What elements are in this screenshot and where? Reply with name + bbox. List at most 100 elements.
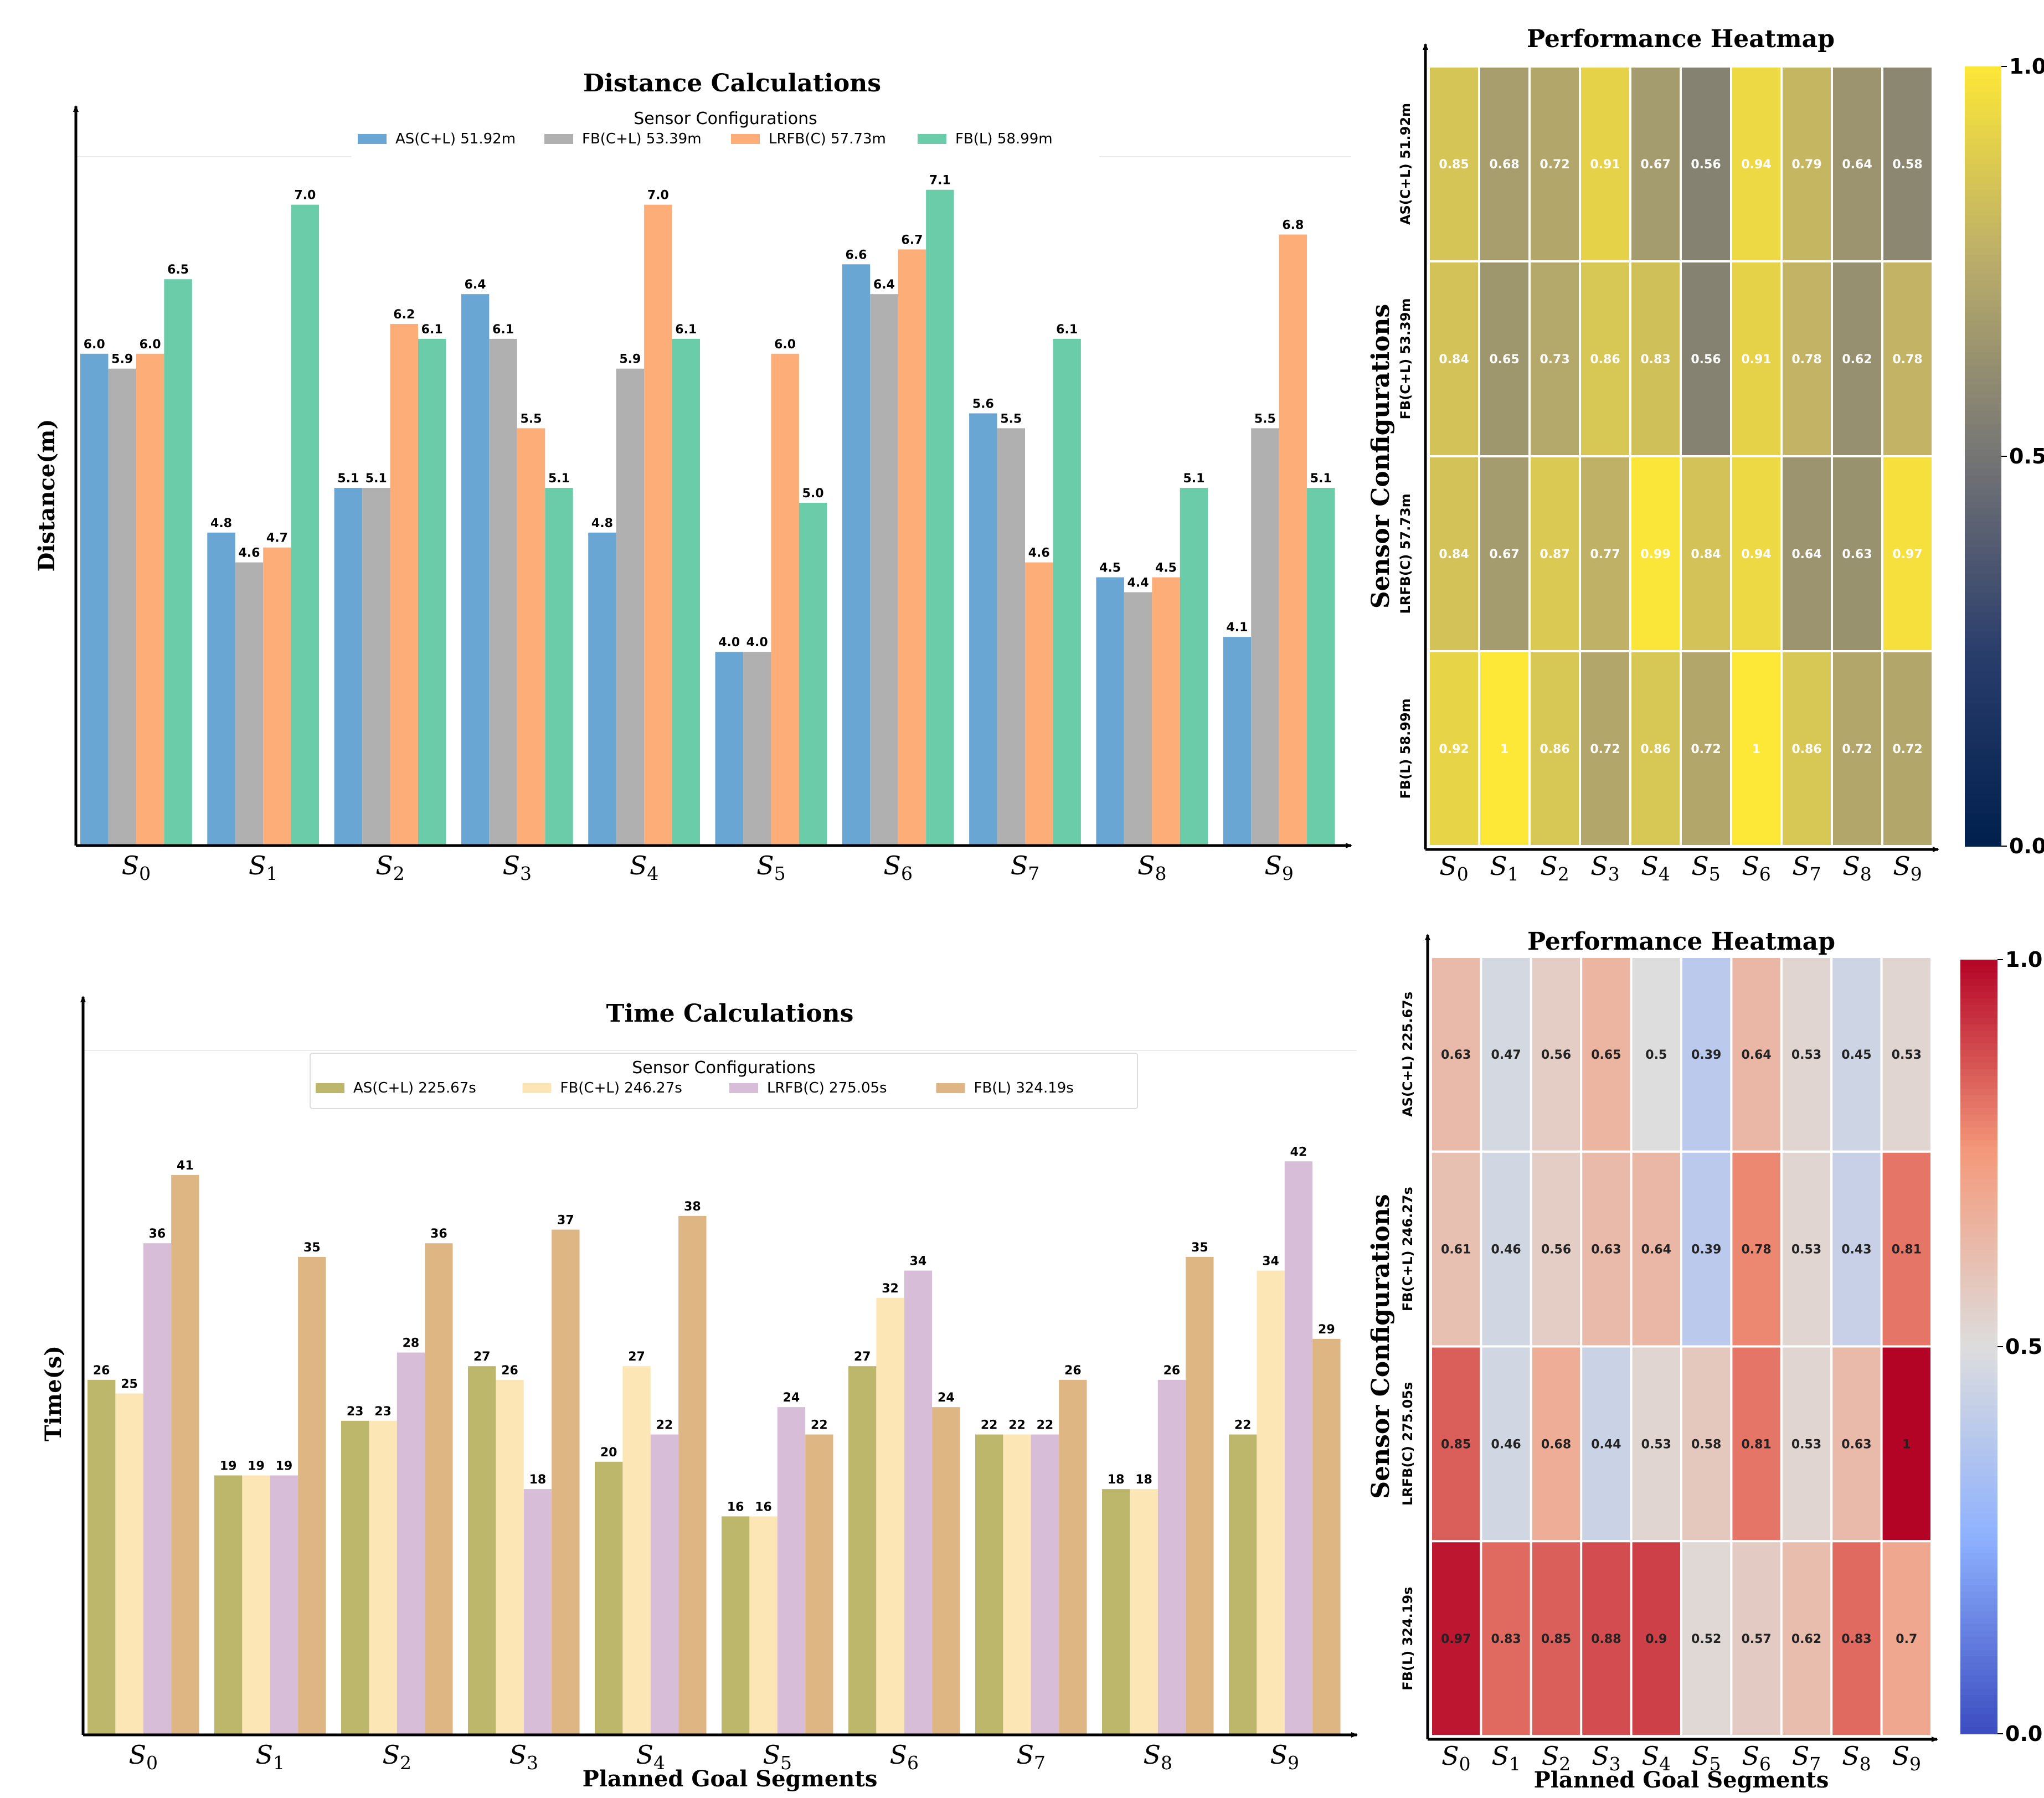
heatmap-cell-value: 0.45 — [1841, 1048, 1871, 1062]
heatmap-cell-value: 0.85 — [1439, 158, 1469, 172]
bar-distance-2-2 — [390, 323, 418, 846]
colorbar-band — [1965, 189, 2001, 197]
colorbar-band — [1960, 1353, 1997, 1361]
heatmap-cell-1-0 — [1430, 1150, 1482, 1348]
bar-distance-6-2 — [898, 249, 926, 846]
bar-value-label: 6.4 — [873, 278, 895, 292]
colorbar-band — [1965, 502, 2001, 509]
bar-distance-1-0 — [207, 532, 235, 846]
bar-time-7-2 — [1031, 1434, 1059, 1735]
bar-time-9-1 — [1257, 1270, 1285, 1735]
bar-value-label: 28 — [403, 1337, 420, 1351]
bar-value-label: 6.0 — [140, 338, 161, 352]
x-tick-S5: S5 — [756, 851, 786, 884]
heatmap-cell-value: 0.64 — [1791, 548, 1821, 561]
colorbar-band — [1960, 1275, 1997, 1283]
colorbar-band — [1965, 807, 2001, 815]
bar-value-label: 6.7 — [901, 233, 923, 247]
colorbar-band — [1965, 514, 2001, 522]
colorbar-band — [1960, 1411, 1997, 1419]
bar-distance-4-0 — [588, 532, 616, 846]
bar-distance-7-3 — [1053, 338, 1081, 846]
heatmap-cell-value: 0.85 — [1441, 1438, 1471, 1451]
heatmap-cell-1-9 — [1881, 260, 1934, 457]
colorbar-band — [1965, 820, 2001, 827]
colorbar-band — [1965, 326, 2001, 334]
colorbar-band — [1960, 1211, 1997, 1218]
colorbar-band — [1965, 391, 2001, 399]
bar-value-label: 22 — [1234, 1418, 1252, 1432]
bar-value-label: 5.0 — [802, 487, 824, 501]
colorbar-band — [1960, 1482, 1997, 1490]
bar-distance-0-0 — [80, 353, 109, 846]
bar-distance-7-2 — [1024, 562, 1053, 846]
heatmap-cell-1-8 — [1830, 1150, 1883, 1348]
bar-distance-0-1 — [108, 368, 136, 846]
bar-distance-1-3 — [291, 204, 320, 846]
colorbar-band — [1965, 79, 2001, 87]
heatmap-cell-value: 0.62 — [1842, 353, 1872, 367]
colorbar-band — [1960, 1701, 1997, 1709]
colorbar-band — [1960, 1082, 1997, 1089]
bar-value-label: 25 — [121, 1378, 138, 1392]
legend-box — [310, 1053, 1138, 1109]
colorbar-band — [1960, 1366, 1997, 1373]
heatmap-cell-value: 0.63 — [1842, 548, 1872, 561]
colorbar-band — [1960, 1501, 1997, 1509]
colorbar-band — [1960, 1656, 1997, 1663]
colorbar-band — [1960, 1011, 1997, 1018]
bar-time-7-0 — [975, 1434, 1003, 1735]
colorbar-band — [1965, 157, 2001, 164]
heatmap-cell-0-8 — [1830, 956, 1883, 1153]
heatmap-cell-value: 0.53 — [1791, 1048, 1821, 1062]
heatmap-cell-3-7 — [1780, 1540, 1833, 1737]
colorbar-band — [1965, 410, 2001, 418]
colorbar-band — [1960, 1456, 1997, 1464]
bar-value-label: 6.1 — [421, 323, 443, 337]
heatmap-cell-1-3 — [1579, 260, 1631, 457]
heatmap-cell-value: 0.39 — [1691, 1243, 1721, 1257]
colorbar-band — [1960, 978, 1997, 986]
colorbar-band — [1960, 1004, 1997, 1012]
colorbar-band — [1965, 66, 2001, 74]
colorbar-band — [1965, 443, 2001, 451]
heatmap-col-S1: S1 — [1490, 851, 1519, 885]
colorbar-band — [1960, 1243, 1997, 1251]
bar-value-label: 41 — [177, 1159, 194, 1173]
heatmap-row-label: LRFB(C) 275.05s — [1400, 1382, 1415, 1506]
heatmap-cell-3-4 — [1630, 1540, 1683, 1737]
colorbar-band — [1960, 1321, 1997, 1328]
colorbar-band — [1960, 1591, 1997, 1599]
heatmap-cell-value: 0.53 — [1791, 1438, 1821, 1451]
heatmap-cell-2-3 — [1580, 1345, 1633, 1543]
bar-value-label: 37 — [557, 1214, 574, 1228]
bar-value-label: 4.5 — [1155, 561, 1177, 575]
colorbar-band — [1960, 1404, 1997, 1412]
colorbar-band — [1965, 293, 2001, 301]
bar-time-7-1 — [1003, 1434, 1031, 1735]
bar-time-0-3 — [171, 1174, 199, 1735]
x-tick-S6: S6 — [883, 851, 913, 884]
bar-value-label: 7.0 — [294, 189, 316, 203]
heatmap-cell-0-9 — [1881, 65, 1934, 262]
colorbar-band — [1965, 287, 2001, 295]
bar-value-label: 7.1 — [929, 174, 951, 188]
colorbar-band — [1960, 1269, 1997, 1276]
colorbar-band — [1960, 1418, 1997, 1425]
bar-time-2-3 — [425, 1243, 453, 1735]
heatmap-cell-value: 0.63 — [1841, 1438, 1871, 1451]
legend-swatch — [918, 134, 946, 144]
bar-distance-1-2 — [263, 547, 291, 846]
colorbar-band — [1960, 1514, 1997, 1522]
legend-title: Sensor Configurations — [634, 109, 817, 128]
heatmap-cell-value: 0.64 — [1641, 1243, 1671, 1257]
heatmap-col-S8: S8 — [1842, 851, 1872, 885]
heatmap-cell-value: 0.87 — [1540, 548, 1569, 561]
colorbar-band — [1965, 579, 2001, 587]
legend-swatch — [936, 1083, 965, 1093]
colorbar-band — [1960, 1295, 1997, 1302]
x-tick-S0: S0 — [122, 851, 151, 884]
legend-entry-label: AS(C+L) 225.67s — [353, 1080, 476, 1096]
bar-value-label: 35 — [1191, 1241, 1208, 1255]
x-axis-label: Planned Goal Segments — [583, 1766, 878, 1792]
